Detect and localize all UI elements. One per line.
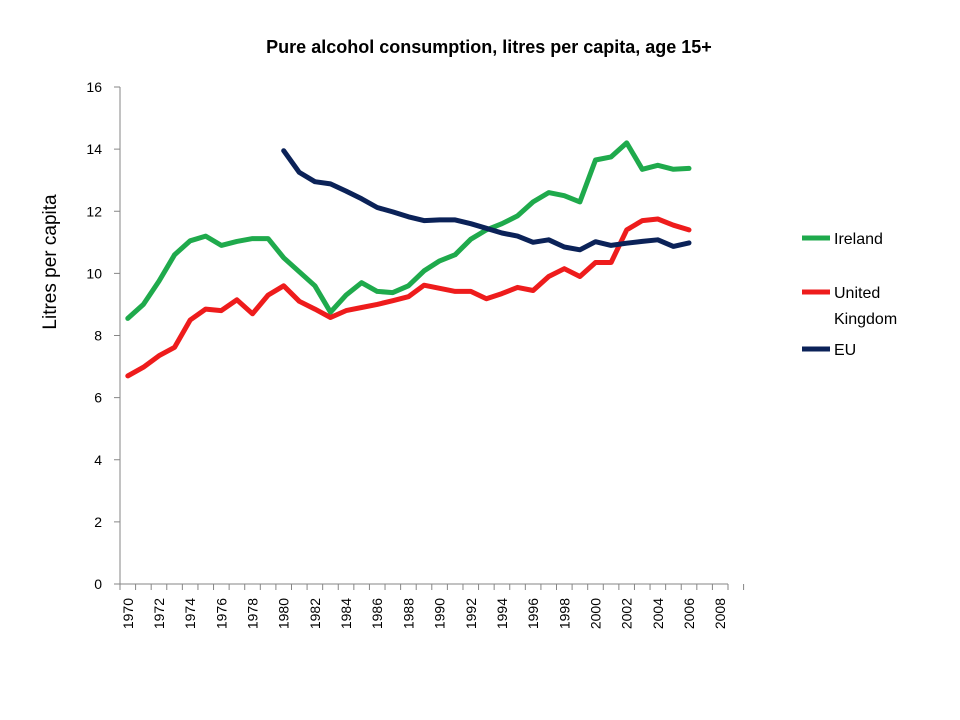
x-tick-label: 1974 (182, 598, 198, 629)
y-axis-label: Litres per capita (40, 194, 61, 330)
x-tick-label: 1996 (525, 598, 541, 629)
series-line-united-kingdom (125, 216, 692, 379)
x-tick-label: 1982 (307, 598, 323, 629)
x-tick-label: 1994 (494, 598, 510, 629)
x-tick-label: 1998 (556, 598, 572, 629)
y-tick-label: 8 (94, 328, 102, 344)
x-tick-label: 1992 (463, 598, 479, 629)
x-tick-label: 2002 (619, 598, 635, 629)
y-tick-label: 4 (94, 452, 102, 468)
y-tick-label: 2 (94, 514, 102, 530)
x-tick-label: 2004 (650, 598, 666, 629)
y-tick-label: 0 (94, 576, 102, 592)
x-tick-label: 1970 (120, 598, 136, 629)
y-tick-label: 16 (86, 79, 102, 95)
axes: 0 2 4 6 8 10 12 14 16 1970 1972 1974 1976 1978 1980 198… (86, 79, 745, 629)
x-tick-label: 2006 (681, 598, 697, 629)
legend-label-ireland: Ireland (834, 231, 883, 248)
y-tick-label: 10 (86, 265, 102, 281)
x-tick-label: 2000 (587, 598, 603, 629)
x-tick-label: 1984 (338, 598, 354, 629)
x-tick-label: 1988 (400, 598, 416, 629)
legend-label-eu: EU (834, 342, 856, 359)
x-tick-label: 1986 (369, 598, 385, 629)
x-tick-label: 1978 (245, 598, 261, 629)
legend: Ireland United Kingdom EU (802, 231, 897, 359)
chart-title: Pure alcohol consumption, litres per cap… (266, 37, 712, 57)
x-tick-label: 1972 (151, 598, 167, 629)
y-tick-label: 6 (94, 390, 102, 406)
x-tick-label: 1980 (276, 598, 292, 629)
x-tick-label: 2008 (712, 598, 728, 629)
series-line-eu (281, 148, 692, 253)
x-tick-label: 1976 (213, 598, 229, 629)
y-tick-label: 14 (86, 141, 102, 157)
x-tick-label: 1990 (432, 598, 448, 629)
legend-label-united-kingdom: United Kingdom (834, 285, 897, 328)
series-line-ireland (125, 140, 692, 321)
series-lines (125, 140, 692, 379)
y-tick-label: 12 (86, 203, 102, 219)
